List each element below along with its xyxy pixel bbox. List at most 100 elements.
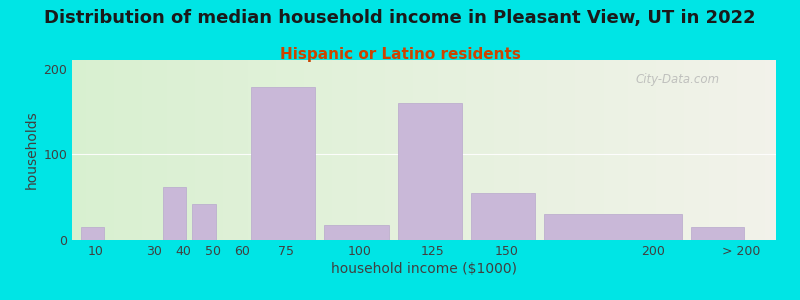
Bar <box>398 103 462 240</box>
Bar <box>709 60 713 240</box>
Y-axis label: households: households <box>25 111 39 189</box>
Bar <box>519 60 522 240</box>
Bar <box>688 60 691 240</box>
Bar <box>568 60 572 240</box>
Bar <box>90 60 93 240</box>
Bar <box>638 60 642 240</box>
Bar <box>698 60 702 240</box>
Bar <box>406 60 410 240</box>
Bar <box>122 60 125 240</box>
Bar <box>537 60 540 240</box>
Bar <box>522 60 526 240</box>
Bar <box>128 60 132 240</box>
Bar <box>361 60 364 240</box>
Text: Distribution of median household income in Pleasant View, UT in 2022: Distribution of median household income … <box>44 9 756 27</box>
Bar <box>301 60 304 240</box>
Bar <box>533 60 537 240</box>
Bar <box>142 60 146 240</box>
Bar <box>251 60 255 240</box>
Bar <box>82 60 86 240</box>
Bar <box>216 60 220 240</box>
Bar <box>311 60 315 240</box>
Bar <box>378 60 382 240</box>
Bar <box>167 60 170 240</box>
Bar <box>502 60 505 240</box>
Bar <box>494 60 498 240</box>
Bar <box>213 60 216 240</box>
Bar <box>368 60 371 240</box>
Bar <box>262 60 266 240</box>
Bar <box>614 60 618 240</box>
Bar <box>600 60 603 240</box>
Bar <box>434 60 438 240</box>
Bar <box>427 60 431 240</box>
Bar <box>181 60 185 240</box>
Bar <box>474 60 477 240</box>
Bar <box>110 60 114 240</box>
X-axis label: household income ($1000): household income ($1000) <box>331 262 517 276</box>
Bar <box>509 60 512 240</box>
Bar <box>646 60 650 240</box>
Bar <box>691 227 744 240</box>
Bar <box>326 60 329 240</box>
Bar <box>97 60 100 240</box>
Bar <box>153 60 157 240</box>
Bar <box>544 60 547 240</box>
Bar <box>621 60 625 240</box>
Bar <box>603 60 607 240</box>
Bar <box>540 60 544 240</box>
Bar <box>459 60 462 240</box>
Bar <box>480 60 484 240</box>
Bar <box>663 60 667 240</box>
Bar <box>610 60 614 240</box>
Bar <box>695 60 698 240</box>
Bar <box>618 60 621 240</box>
Bar <box>329 60 333 240</box>
Bar <box>526 60 530 240</box>
Bar <box>238 60 241 240</box>
Bar <box>530 60 533 240</box>
Bar <box>339 60 343 240</box>
Bar <box>438 60 442 240</box>
Bar <box>477 60 480 240</box>
Bar <box>374 60 378 240</box>
Bar <box>139 60 142 240</box>
Bar <box>403 60 406 240</box>
Bar <box>607 60 610 240</box>
Bar <box>470 60 474 240</box>
Bar <box>150 60 153 240</box>
Bar <box>558 60 562 240</box>
Bar <box>471 193 535 240</box>
Bar <box>691 60 695 240</box>
Bar <box>726 60 730 240</box>
Bar <box>744 60 748 240</box>
Bar <box>660 60 663 240</box>
Bar <box>266 60 269 240</box>
Bar <box>245 60 248 240</box>
Bar <box>81 227 104 240</box>
Bar <box>234 60 238 240</box>
Bar <box>491 60 494 240</box>
Bar <box>389 60 392 240</box>
Bar <box>597 60 600 240</box>
Bar <box>706 60 709 240</box>
Bar <box>751 60 755 240</box>
Bar <box>769 60 773 240</box>
Bar <box>579 60 582 240</box>
Bar <box>515 60 519 240</box>
Bar <box>642 60 646 240</box>
Bar <box>550 60 554 240</box>
Bar <box>498 60 502 240</box>
Bar <box>678 60 681 240</box>
Bar <box>276 60 280 240</box>
Bar <box>72 60 75 240</box>
Bar <box>562 60 565 240</box>
Bar <box>544 214 682 240</box>
Bar <box>681 60 685 240</box>
Bar <box>449 60 452 240</box>
Bar <box>100 60 104 240</box>
Bar <box>442 60 445 240</box>
Bar <box>487 60 491 240</box>
Bar <box>421 60 424 240</box>
Bar <box>241 60 245 240</box>
